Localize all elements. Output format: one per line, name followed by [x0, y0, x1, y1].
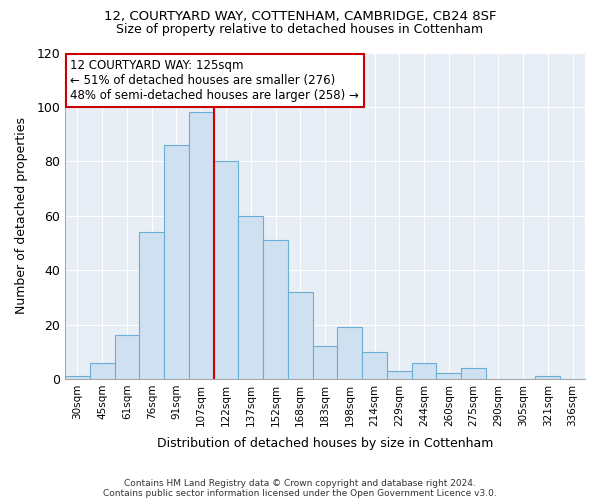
Bar	[461, 368, 486, 379]
Bar	[65, 376, 90, 379]
Bar	[115, 336, 139, 379]
Bar	[337, 327, 362, 379]
Text: Size of property relative to detached houses in Cottenham: Size of property relative to detached ho…	[116, 22, 484, 36]
Text: Contains HM Land Registry data © Crown copyright and database right 2024.: Contains HM Land Registry data © Crown c…	[124, 478, 476, 488]
X-axis label: Distribution of detached houses by size in Cottenham: Distribution of detached houses by size …	[157, 437, 493, 450]
Bar	[288, 292, 313, 379]
Bar	[412, 362, 436, 379]
Text: 12 COURTYARD WAY: 125sqm
← 51% of detached houses are smaller (276)
48% of semi-: 12 COURTYARD WAY: 125sqm ← 51% of detach…	[70, 59, 359, 102]
Bar	[362, 352, 387, 379]
Text: Contains public sector information licensed under the Open Government Licence v3: Contains public sector information licen…	[103, 488, 497, 498]
Bar	[535, 376, 560, 379]
Bar	[313, 346, 337, 379]
Bar	[238, 216, 263, 379]
Text: 12, COURTYARD WAY, COTTENHAM, CAMBRIDGE, CB24 8SF: 12, COURTYARD WAY, COTTENHAM, CAMBRIDGE,…	[104, 10, 496, 23]
Bar	[387, 370, 412, 379]
Bar	[164, 145, 189, 379]
Bar	[139, 232, 164, 379]
Bar	[90, 362, 115, 379]
Bar	[436, 374, 461, 379]
Bar	[189, 112, 214, 379]
Bar	[263, 240, 288, 379]
Y-axis label: Number of detached properties: Number of detached properties	[15, 117, 28, 314]
Bar	[214, 162, 238, 379]
